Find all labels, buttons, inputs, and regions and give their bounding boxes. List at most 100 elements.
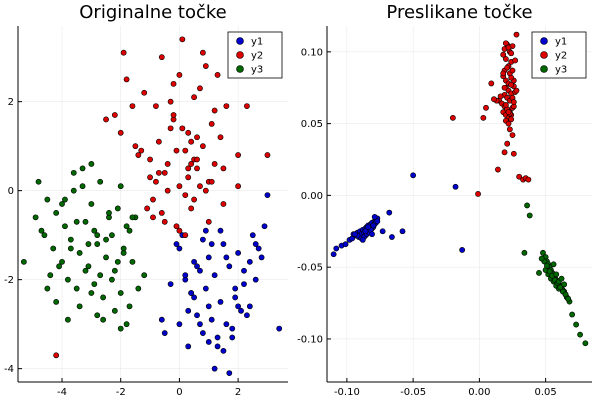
data-point — [561, 281, 568, 288]
data-point — [173, 241, 180, 247]
data-point — [365, 224, 371, 230]
data-point — [76, 303, 83, 310]
data-point — [197, 85, 203, 92]
data-point — [67, 245, 74, 252]
data-point — [50, 245, 57, 252]
legend-marker — [236, 37, 244, 45]
data-point — [261, 223, 268, 230]
data-point — [553, 271, 560, 278]
data-point — [117, 129, 124, 136]
data-point — [521, 249, 528, 256]
data-point — [85, 263, 92, 270]
data-point — [161, 169, 168, 176]
data-point — [194, 156, 200, 163]
data-point — [167, 281, 174, 287]
data-point — [497, 93, 504, 100]
data-point — [197, 321, 203, 328]
x-tick-label: 0.05 — [534, 387, 556, 398]
data-point — [359, 236, 366, 243]
data-point — [202, 227, 209, 234]
data-point — [79, 165, 86, 172]
data-point — [147, 156, 153, 163]
series-y3 — [521, 202, 589, 347]
data-point — [44, 285, 51, 292]
legend: y1 y2 y3 — [227, 31, 283, 79]
data-point — [452, 183, 459, 190]
x-tick-label: -2 — [116, 387, 126, 398]
data-point — [167, 98, 174, 105]
legend-marker — [540, 37, 548, 45]
data-point — [516, 173, 523, 180]
x-tick-label: -0.05 — [400, 387, 426, 398]
data-point — [512, 57, 519, 64]
data-point — [132, 143, 139, 150]
data-point — [94, 241, 101, 247]
data-point — [182, 192, 189, 198]
data-point — [399, 228, 406, 235]
y-tick-label: -0.05 — [297, 263, 323, 274]
data-point — [194, 312, 200, 319]
data-point — [252, 241, 259, 247]
data-point — [103, 116, 109, 123]
data-point — [44, 196, 51, 203]
data-point — [126, 227, 133, 234]
data-point — [238, 307, 244, 314]
data-point — [374, 218, 381, 225]
data-point — [158, 316, 165, 323]
data-point — [64, 316, 71, 323]
data-point — [53, 209, 60, 216]
data-point — [141, 89, 148, 96]
data-point — [120, 49, 127, 56]
legend-label: y2 — [555, 51, 567, 62]
data-point — [70, 169, 77, 176]
data-point — [155, 169, 162, 176]
data-point — [229, 334, 236, 341]
data-point — [491, 96, 497, 103]
data-point — [111, 112, 118, 118]
data-point — [109, 276, 115, 283]
data-point — [211, 365, 218, 372]
y-tick-label: 0.05 — [301, 119, 323, 130]
data-point — [214, 72, 221, 78]
y-tick-label: -2 — [4, 275, 14, 286]
data-point — [94, 312, 101, 319]
data-point — [501, 149, 508, 156]
data-point — [182, 232, 189, 239]
data-point — [565, 295, 572, 302]
data-point — [141, 272, 148, 279]
data-point — [111, 307, 118, 314]
data-point — [214, 343, 221, 350]
data-point — [502, 40, 509, 47]
data-point — [155, 138, 162, 145]
chart-left-originalne: Originalne točke -4 -2 0 2 -4 -2 0 2 y1 y2 y3 — [4, 2, 288, 398]
legend-label: y1 — [251, 37, 263, 48]
data-point — [220, 201, 227, 207]
data-point — [88, 161, 95, 167]
data-point — [20, 258, 27, 265]
data-point — [94, 232, 101, 239]
data-point — [488, 80, 495, 87]
y-tick-label: 2 — [8, 97, 14, 108]
data-point — [536, 270, 542, 276]
data-point — [371, 214, 378, 220]
data-point — [330, 251, 337, 258]
data-point — [379, 228, 386, 235]
data-point — [129, 103, 136, 109]
data-point — [202, 285, 209, 292]
data-point — [114, 205, 121, 212]
data-point — [208, 316, 215, 323]
data-point — [573, 321, 579, 328]
data-point — [504, 140, 511, 147]
data-point — [176, 72, 183, 78]
legend-marker — [540, 51, 548, 59]
data-point — [35, 178, 42, 185]
data-point — [120, 250, 127, 256]
data-point — [173, 147, 180, 154]
data-point — [558, 275, 565, 282]
data-point — [67, 236, 74, 243]
data-point — [185, 174, 192, 181]
data-point — [562, 291, 569, 298]
data-point — [449, 114, 456, 121]
data-point — [351, 231, 358, 238]
data-point — [41, 232, 48, 239]
